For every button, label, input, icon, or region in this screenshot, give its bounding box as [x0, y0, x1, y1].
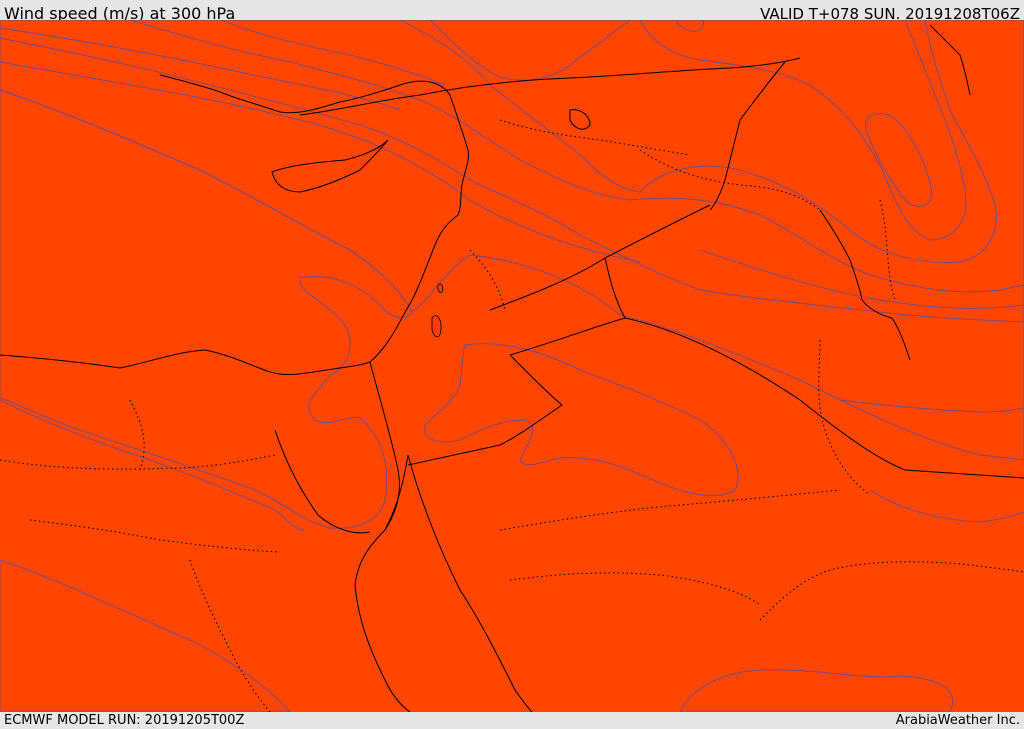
wind-band-southwest	[0, 559, 291, 712]
border-dotted-11	[879, 199, 896, 301]
border-dotted-6	[818, 339, 871, 496]
border-dotted-8	[469, 249, 506, 311]
wind-band-yellow-orange	[399, 20, 997, 263]
border-dotted-1	[0, 454, 276, 470]
map-title: Wind speed (m/s) at 300 hPa	[4, 4, 236, 23]
border-iraq-saudi	[509, 317, 1024, 479]
wind-band-yellow-east	[639, 20, 967, 241]
border-iran-iraq	[709, 61, 786, 211]
coastline-persian-gulf	[819, 209, 911, 361]
isoline-4	[699, 249, 1024, 309]
border-dotted-3	[499, 489, 841, 531]
wind-band-yellow	[429, 20, 631, 81]
dead-sea	[431, 315, 442, 338]
wind-band-amber	[129, 20, 1024, 293]
isoline-6	[869, 489, 1024, 523]
valid-time-label: VALID T+078 SUN. 20191208T06Z	[760, 5, 1020, 23]
wind-band-jet-core-east	[423, 343, 739, 496]
wind-band-max-core-small	[675, 20, 705, 32]
border-jordan-saudi	[407, 354, 563, 466]
border-dotted-2	[29, 519, 281, 553]
border-dotted-10	[499, 119, 691, 156]
coastline-gulf-of-suez	[274, 429, 371, 534]
wind-band-max-core	[865, 112, 933, 207]
coastline-red-sea-west	[354, 361, 411, 712]
model-run-label: ECMWF MODEL RUN: 20191205T00Z	[4, 713, 245, 728]
border-turkey	[299, 57, 801, 116]
isoline-3	[219, 20, 446, 86]
isoline-5	[839, 399, 1024, 413]
border-syria-iraq	[604, 257, 626, 319]
isoline-2	[0, 27, 401, 111]
coastline-caspian	[929, 24, 971, 96]
wind-band-north-orange	[0, 20, 1024, 461]
wind-band-southeast	[679, 669, 953, 712]
isoline-7	[0, 399, 306, 531]
wind-speed-map[interactable]	[0, 20, 1024, 712]
border-dotted-12	[189, 559, 271, 712]
coastline-cyprus	[271, 139, 389, 193]
coastline-mediterranean	[0, 74, 469, 376]
sea-of-galilee	[437, 283, 444, 293]
wind-band-deep-orange	[0, 20, 1024, 323]
credit-label: ArabiaWeather Inc.	[895, 713, 1020, 728]
border-dotted-4	[509, 572, 761, 606]
isoline-1	[0, 61, 641, 263]
wind-band-base	[0, 20, 1024, 712]
lake-van	[569, 109, 591, 130]
coastline-red-sea-east	[384, 454, 533, 712]
wind-speed-contour-svg	[0, 20, 1024, 712]
